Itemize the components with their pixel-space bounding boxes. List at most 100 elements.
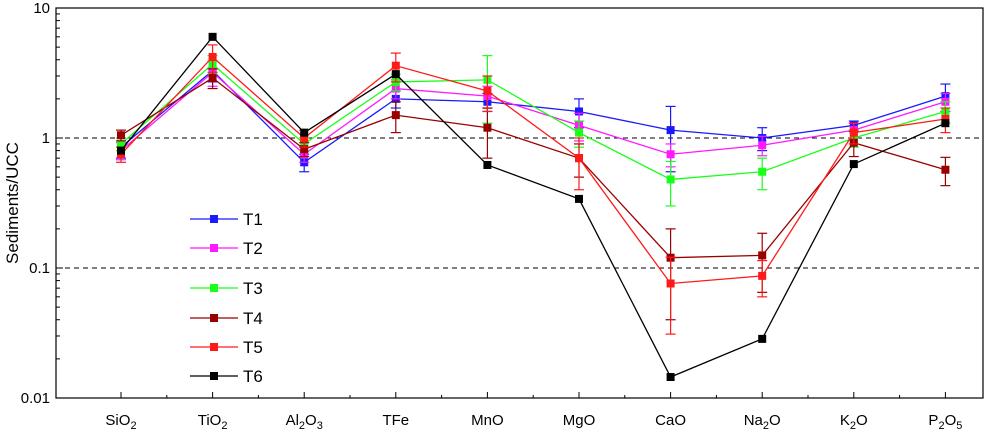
x-tick-text: CaO bbox=[655, 412, 686, 429]
legend-item: T6 bbox=[190, 367, 263, 386]
data-point bbox=[666, 126, 675, 135]
series-line bbox=[120, 69, 946, 164]
data-point bbox=[666, 373, 675, 382]
data-point bbox=[300, 134, 309, 142]
axes-frame bbox=[55, 7, 984, 399]
x-tick-label: SiO2 bbox=[105, 412, 136, 432]
data-point bbox=[208, 52, 217, 61]
data-point bbox=[391, 111, 400, 120]
y-tick-label: 0.1 bbox=[29, 260, 50, 277]
legend-item: T2 bbox=[190, 239, 263, 258]
x-tick-label: P2O5 bbox=[928, 412, 962, 432]
x-tick-label: CaO bbox=[655, 412, 686, 429]
x-axis-ticks: SiO2 TiO2 Al2O3 TFe MnO MgO CaO Na2O K2O P2O5 bbox=[105, 392, 962, 432]
x-tick-text: TiO bbox=[198, 412, 222, 429]
x-tick-subscript: 2 bbox=[763, 420, 769, 432]
data-point bbox=[391, 70, 400, 79]
legend-item: T4 bbox=[190, 309, 263, 328]
x-tick-label: K2O bbox=[840, 412, 868, 432]
y-tick-label: 1 bbox=[42, 130, 50, 147]
data-point bbox=[117, 146, 125, 155]
data-point bbox=[575, 128, 583, 137]
series-t6 bbox=[117, 32, 950, 382]
x-tick-text: K bbox=[840, 412, 850, 429]
data-point bbox=[758, 251, 767, 260]
data-point bbox=[758, 271, 767, 280]
legend-label: T4 bbox=[243, 309, 263, 328]
series-t1 bbox=[116, 60, 951, 173]
legend-label: T1 bbox=[243, 210, 263, 229]
x-tick-subscript: 2 bbox=[938, 420, 944, 432]
data-point bbox=[575, 194, 583, 203]
x-tick-label: Na2O bbox=[744, 412, 781, 432]
data-point bbox=[758, 334, 767, 343]
series-line bbox=[120, 35, 946, 378]
legend-label: T2 bbox=[243, 239, 263, 258]
legend-item: T5 bbox=[190, 338, 263, 357]
data-point bbox=[575, 107, 583, 116]
data-point bbox=[117, 131, 125, 140]
x-tick-subscript: 2 bbox=[850, 420, 856, 432]
data-point bbox=[208, 32, 217, 41]
x-tick-text: O bbox=[305, 412, 317, 429]
legend-marker bbox=[210, 244, 218, 252]
x-tick-label: TiO2 bbox=[198, 412, 228, 432]
data-point bbox=[941, 115, 950, 124]
x-tick-subscript: 5 bbox=[956, 420, 962, 432]
data-point bbox=[849, 128, 858, 137]
legend-marker bbox=[210, 215, 218, 223]
x-tick-subscript: 2 bbox=[299, 420, 305, 432]
x-tick-text: P bbox=[928, 412, 938, 429]
data-point bbox=[300, 145, 309, 154]
data-point bbox=[666, 279, 675, 288]
legend-label: T5 bbox=[243, 338, 263, 357]
legend-marker bbox=[210, 314, 218, 322]
data-point bbox=[117, 139, 125, 148]
series-t3 bbox=[116, 55, 951, 207]
data-point bbox=[666, 175, 675, 184]
plot-area bbox=[116, 32, 951, 382]
x-tick-label: MnO bbox=[471, 412, 504, 429]
legend-label: T3 bbox=[243, 279, 263, 298]
series-line bbox=[120, 56, 946, 285]
x-tick-label: MgO bbox=[563, 412, 596, 429]
data-point bbox=[483, 123, 492, 132]
x-tick-subscript: 3 bbox=[317, 420, 323, 432]
legend-item: T1 bbox=[190, 210, 263, 229]
x-tick-text: MgO bbox=[563, 412, 596, 429]
x-tick-text: Al bbox=[286, 412, 299, 429]
y-axis-ticks: 0.01 0.1 1 10 bbox=[21, 0, 63, 407]
legend: T1 T2 T3 T4 T5 T6 bbox=[190, 210, 263, 386]
legend-marker bbox=[210, 372, 218, 380]
data-point bbox=[483, 86, 492, 95]
data-point bbox=[300, 128, 309, 137]
data-point bbox=[208, 73, 217, 82]
x-tick-subscript: 2 bbox=[130, 420, 136, 432]
x-tick-text: SiO bbox=[105, 412, 130, 429]
legend-item: T3 bbox=[190, 279, 263, 298]
x-tick-subscript: 2 bbox=[221, 420, 227, 432]
x-tick-label: TFe bbox=[382, 412, 409, 429]
y-tick-label: 10 bbox=[33, 0, 50, 17]
legend-label: T6 bbox=[243, 367, 263, 386]
data-point bbox=[758, 167, 767, 176]
x-tick-text: O bbox=[769, 412, 781, 429]
data-point bbox=[391, 61, 400, 70]
y-tick-label: 0.01 bbox=[21, 390, 50, 407]
axes bbox=[55, 7, 984, 399]
x-tick-text: Na bbox=[744, 412, 764, 429]
data-point bbox=[941, 119, 950, 128]
series-t2 bbox=[116, 60, 951, 168]
x-tick-text: O bbox=[856, 412, 868, 429]
y-axis-label: Sediments/UCC bbox=[3, 142, 22, 264]
data-point bbox=[941, 165, 950, 174]
series-line bbox=[120, 63, 946, 181]
data-point bbox=[758, 141, 767, 150]
data-point bbox=[483, 160, 492, 169]
data-point bbox=[666, 150, 675, 159]
legend-marker bbox=[210, 343, 218, 351]
legend-marker bbox=[210, 284, 218, 292]
data-point bbox=[575, 154, 583, 163]
data-point bbox=[849, 160, 858, 169]
